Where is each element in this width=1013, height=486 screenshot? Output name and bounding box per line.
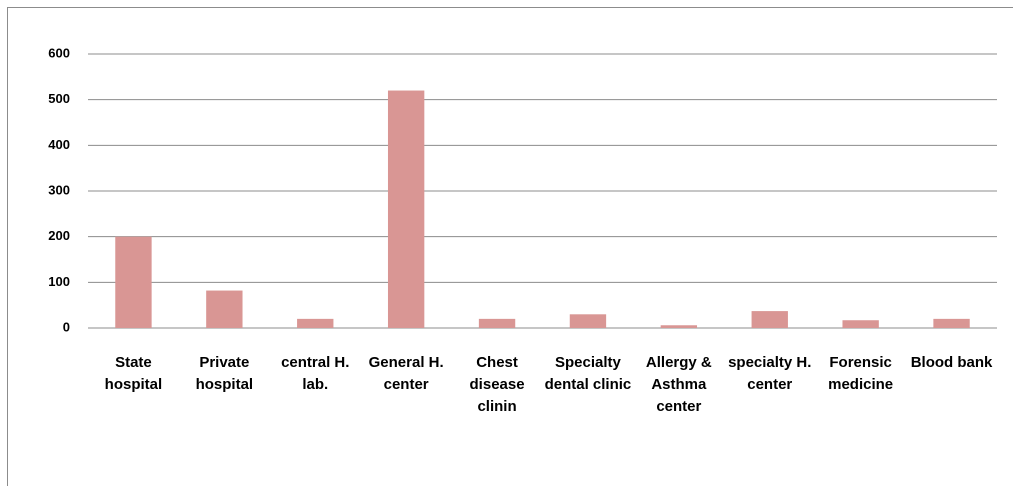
y-tick-label: 400	[48, 137, 70, 152]
chart-frame	[7, 7, 1013, 486]
x-tick-label: Chest disease clinin	[469, 354, 525, 415]
bar	[660, 325, 698, 328]
bar	[206, 290, 243, 328]
y-tick-label: 100	[48, 274, 70, 289]
x-tick-label: Allergy & Asthma center	[645, 354, 712, 415]
x-tick-label: State hospital	[104, 354, 163, 393]
bar	[115, 236, 152, 328]
y-tick-label: 300	[48, 182, 70, 197]
x-tick-label: Private hospital	[195, 354, 254, 393]
bar	[751, 311, 788, 328]
bar	[569, 314, 607, 328]
x-tick-label: Specialty dental clinic	[544, 354, 632, 393]
bar	[478, 318, 516, 328]
x-tick-label: specialty H. center	[728, 354, 812, 393]
x-tick-label: central H. lab.	[281, 354, 350, 393]
bar	[297, 318, 334, 328]
y-tick-label: 0	[63, 319, 70, 334]
bar	[842, 320, 879, 328]
y-tick-label: 600	[48, 45, 70, 60]
bar	[387, 90, 425, 329]
x-tick-label: Blood bank	[910, 354, 993, 371]
bar	[933, 318, 970, 328]
y-tick-label: 200	[48, 228, 70, 243]
x-tick-label: Forensic medicine	[828, 354, 894, 393]
x-tick-label: General H. center	[368, 354, 444, 393]
y-tick-label: 500	[48, 91, 70, 106]
